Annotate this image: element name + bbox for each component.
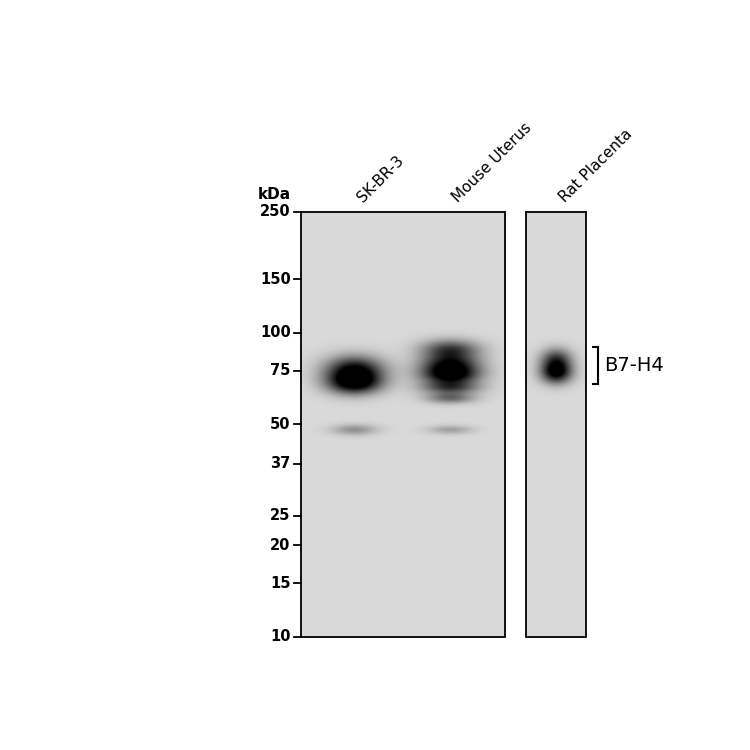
Text: Mouse Uterus: Mouse Uterus bbox=[450, 121, 535, 206]
Text: kDa: kDa bbox=[257, 188, 290, 202]
Bar bbox=[302, 211, 505, 637]
Bar bbox=[526, 211, 586, 637]
Text: SK-BR-3: SK-BR-3 bbox=[354, 153, 407, 206]
Text: 50: 50 bbox=[270, 417, 290, 432]
Text: 250: 250 bbox=[260, 204, 290, 219]
Text: 37: 37 bbox=[270, 457, 290, 472]
Text: 75: 75 bbox=[270, 363, 290, 378]
Text: 20: 20 bbox=[270, 538, 290, 553]
Text: 10: 10 bbox=[270, 629, 290, 644]
Text: Rat Placenta: Rat Placenta bbox=[556, 127, 634, 206]
Text: 150: 150 bbox=[260, 272, 290, 286]
Text: 100: 100 bbox=[260, 326, 290, 340]
Text: 15: 15 bbox=[270, 576, 290, 591]
Text: B7-H4: B7-H4 bbox=[604, 356, 664, 374]
Text: 25: 25 bbox=[270, 509, 290, 524]
